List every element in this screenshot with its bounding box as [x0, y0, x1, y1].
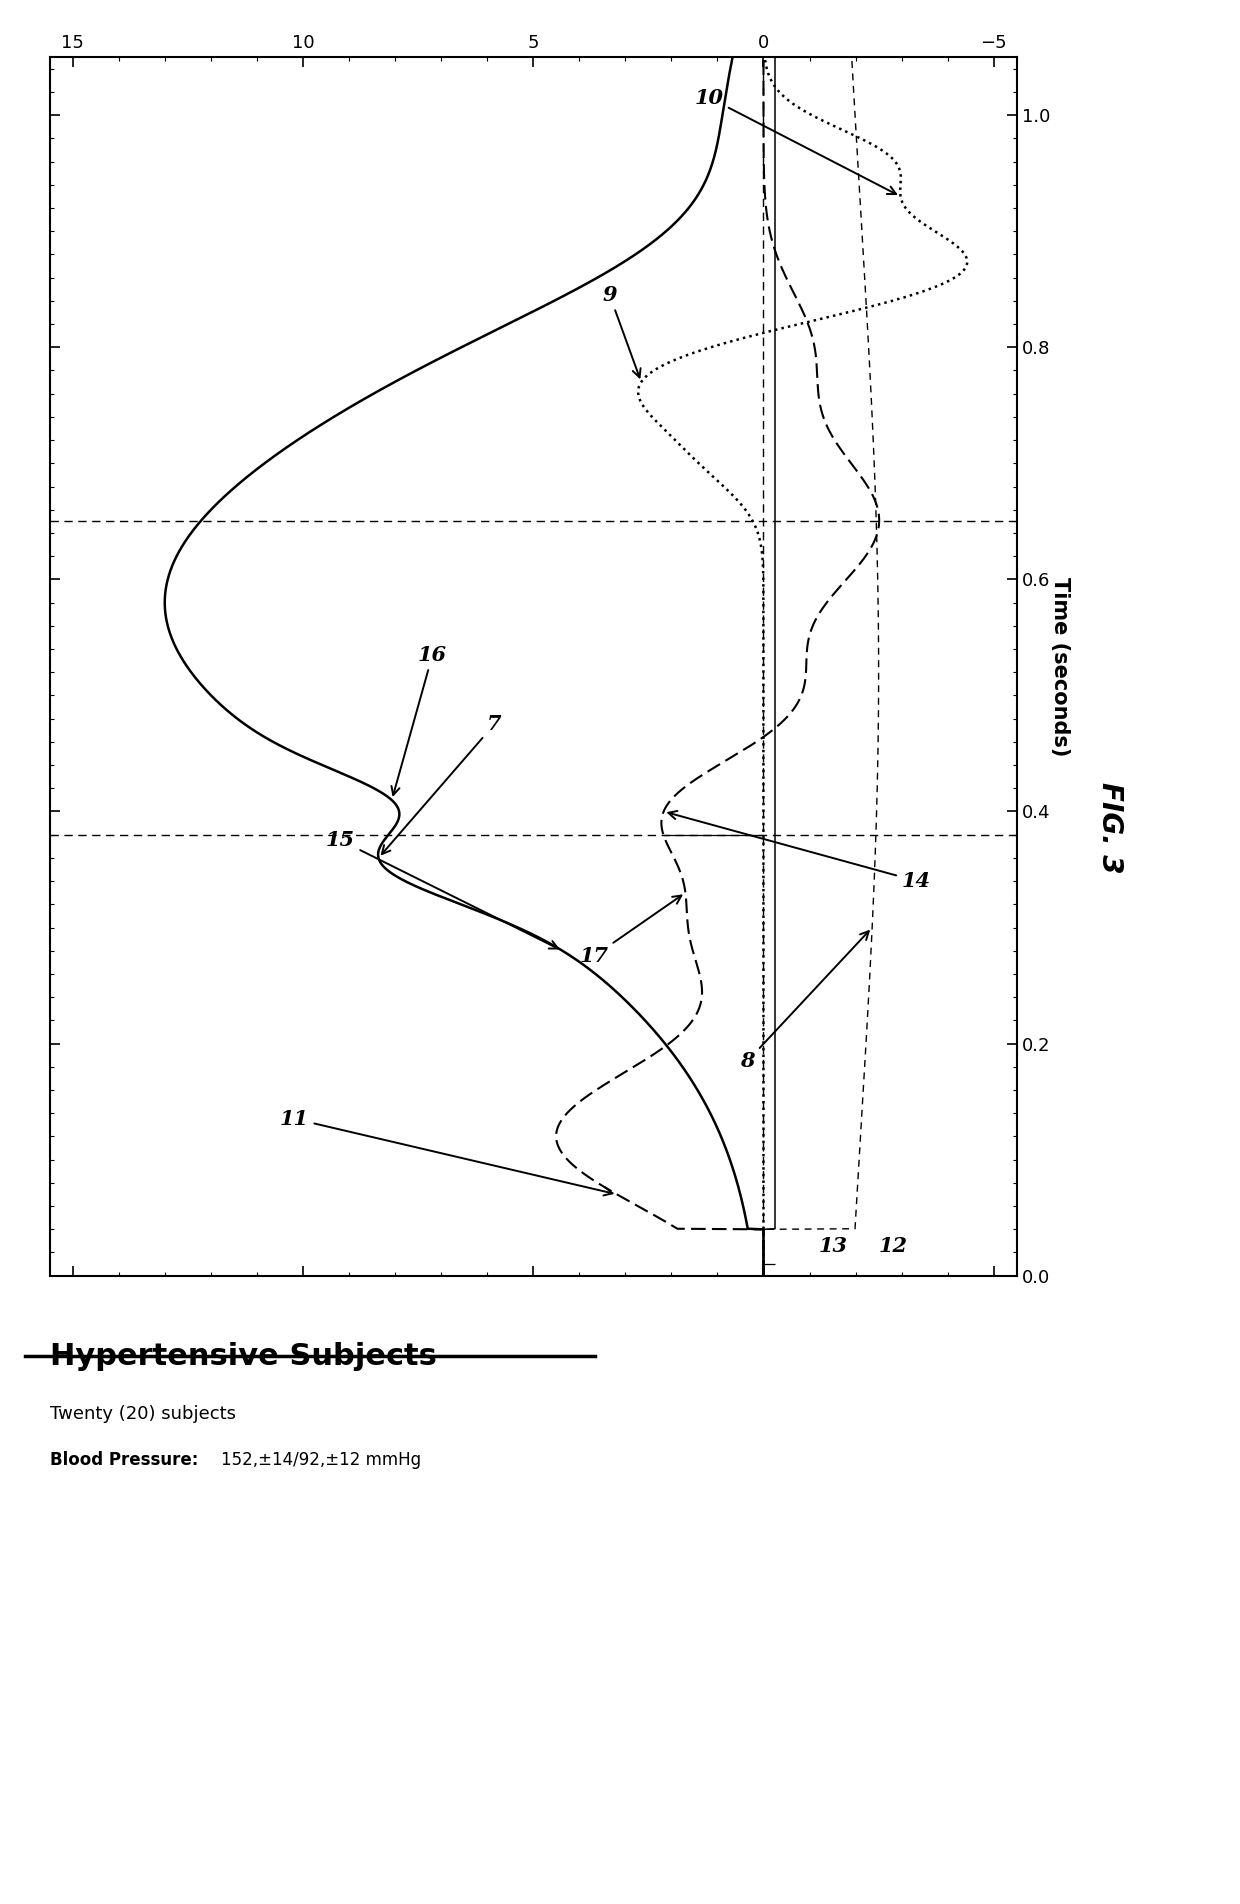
Text: 11: 11 [280, 1108, 613, 1196]
Text: 8: 8 [740, 931, 869, 1070]
Text: 10: 10 [694, 88, 897, 194]
Text: 12: 12 [879, 1236, 908, 1257]
Text: 152,±14/92,±12 mmHg: 152,±14/92,±12 mmHg [221, 1451, 420, 1468]
Y-axis label: Time (seconds): Time (seconds) [1049, 577, 1070, 756]
Text: Twenty (20) subjects: Twenty (20) subjects [50, 1405, 236, 1422]
Text: 17: 17 [579, 895, 681, 967]
Text: 14: 14 [668, 811, 931, 891]
Text: Blood Pressure:: Blood Pressure: [50, 1451, 203, 1468]
Text: 9: 9 [603, 286, 641, 377]
Text: 15: 15 [326, 830, 558, 948]
Text: 16: 16 [392, 645, 448, 796]
Text: 13: 13 [818, 1236, 848, 1257]
Text: Hypertensive Subjects: Hypertensive Subjects [50, 1342, 436, 1371]
Text: FIG. 3: FIG. 3 [1096, 783, 1123, 874]
Text: 7: 7 [382, 714, 502, 855]
